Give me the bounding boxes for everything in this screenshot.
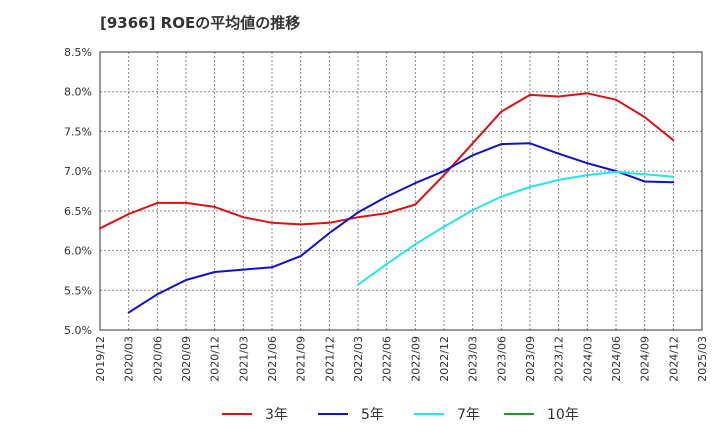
- y-tick-label: 8.5%: [64, 46, 92, 59]
- legend-label: 10年: [547, 407, 579, 423]
- y-tick-label: 6.0%: [64, 245, 92, 258]
- x-tick-label: 2021/06: [266, 336, 279, 382]
- x-tick-label: 2023/03: [467, 336, 480, 382]
- x-tick-label: 2020/06: [151, 336, 164, 382]
- x-tick-label: 2022/12: [438, 336, 451, 382]
- y-tick-label: 5.0%: [64, 324, 92, 337]
- x-tick-label: 2021/12: [323, 336, 336, 382]
- series-lines: [99, 92, 675, 314]
- y-tick-label: 5.5%: [64, 284, 92, 297]
- x-tick-label: 2021/09: [295, 336, 308, 382]
- x-tick-label: 2024/09: [639, 336, 652, 382]
- x-axis: 2019/12 2020/03 2020/06 2020/09 2020/12 2021/…: [94, 336, 709, 382]
- x-tick-label: 2023/06: [495, 336, 508, 382]
- y-tick-label: 8.0%: [64, 86, 92, 99]
- y-tick-label: 7.0%: [64, 165, 92, 178]
- legend: 3年 5年 7年 10年: [222, 407, 579, 423]
- x-tick-label: 2023/12: [553, 336, 566, 382]
- series-line-7年: [357, 170, 675, 286]
- x-tick-label: 2020/03: [123, 336, 136, 382]
- x-tick-label: 2024/03: [581, 336, 594, 382]
- x-tick-label: 2022/09: [409, 336, 422, 382]
- gridlines: [100, 52, 702, 330]
- y-tick-label: 6.5%: [64, 205, 92, 218]
- x-tick-label: 2021/03: [237, 336, 250, 382]
- x-tick-label: 2020/09: [180, 336, 193, 382]
- series-line-3年: [99, 92, 675, 230]
- x-tick-label: 2019/12: [94, 336, 107, 382]
- legend-label: 3年: [265, 407, 288, 423]
- x-tick-label: 2024/12: [667, 336, 680, 382]
- chart-title: [9366] ROEの平均値の推移: [100, 14, 301, 32]
- plot-border: [99, 51, 703, 331]
- x-tick-label: 2022/06: [381, 336, 394, 382]
- x-tick-label: 2020/12: [209, 336, 222, 382]
- x-tick-label: 2024/06: [610, 336, 623, 382]
- y-tick-label: 7.5%: [64, 125, 92, 138]
- series-line-5年: [127, 142, 675, 314]
- legend-label: 7年: [457, 407, 480, 423]
- x-tick-label: 2025/03: [696, 336, 709, 382]
- legend-label: 5年: [361, 407, 384, 423]
- y-axis: 5.0% 5.5% 6.0% 6.5% 7.0% 7.5% 8.0% 8.5%: [64, 46, 92, 337]
- plot-area: [100, 52, 702, 330]
- x-tick-label: 2022/03: [352, 336, 365, 382]
- x-tick-label: 2023/09: [524, 336, 537, 382]
